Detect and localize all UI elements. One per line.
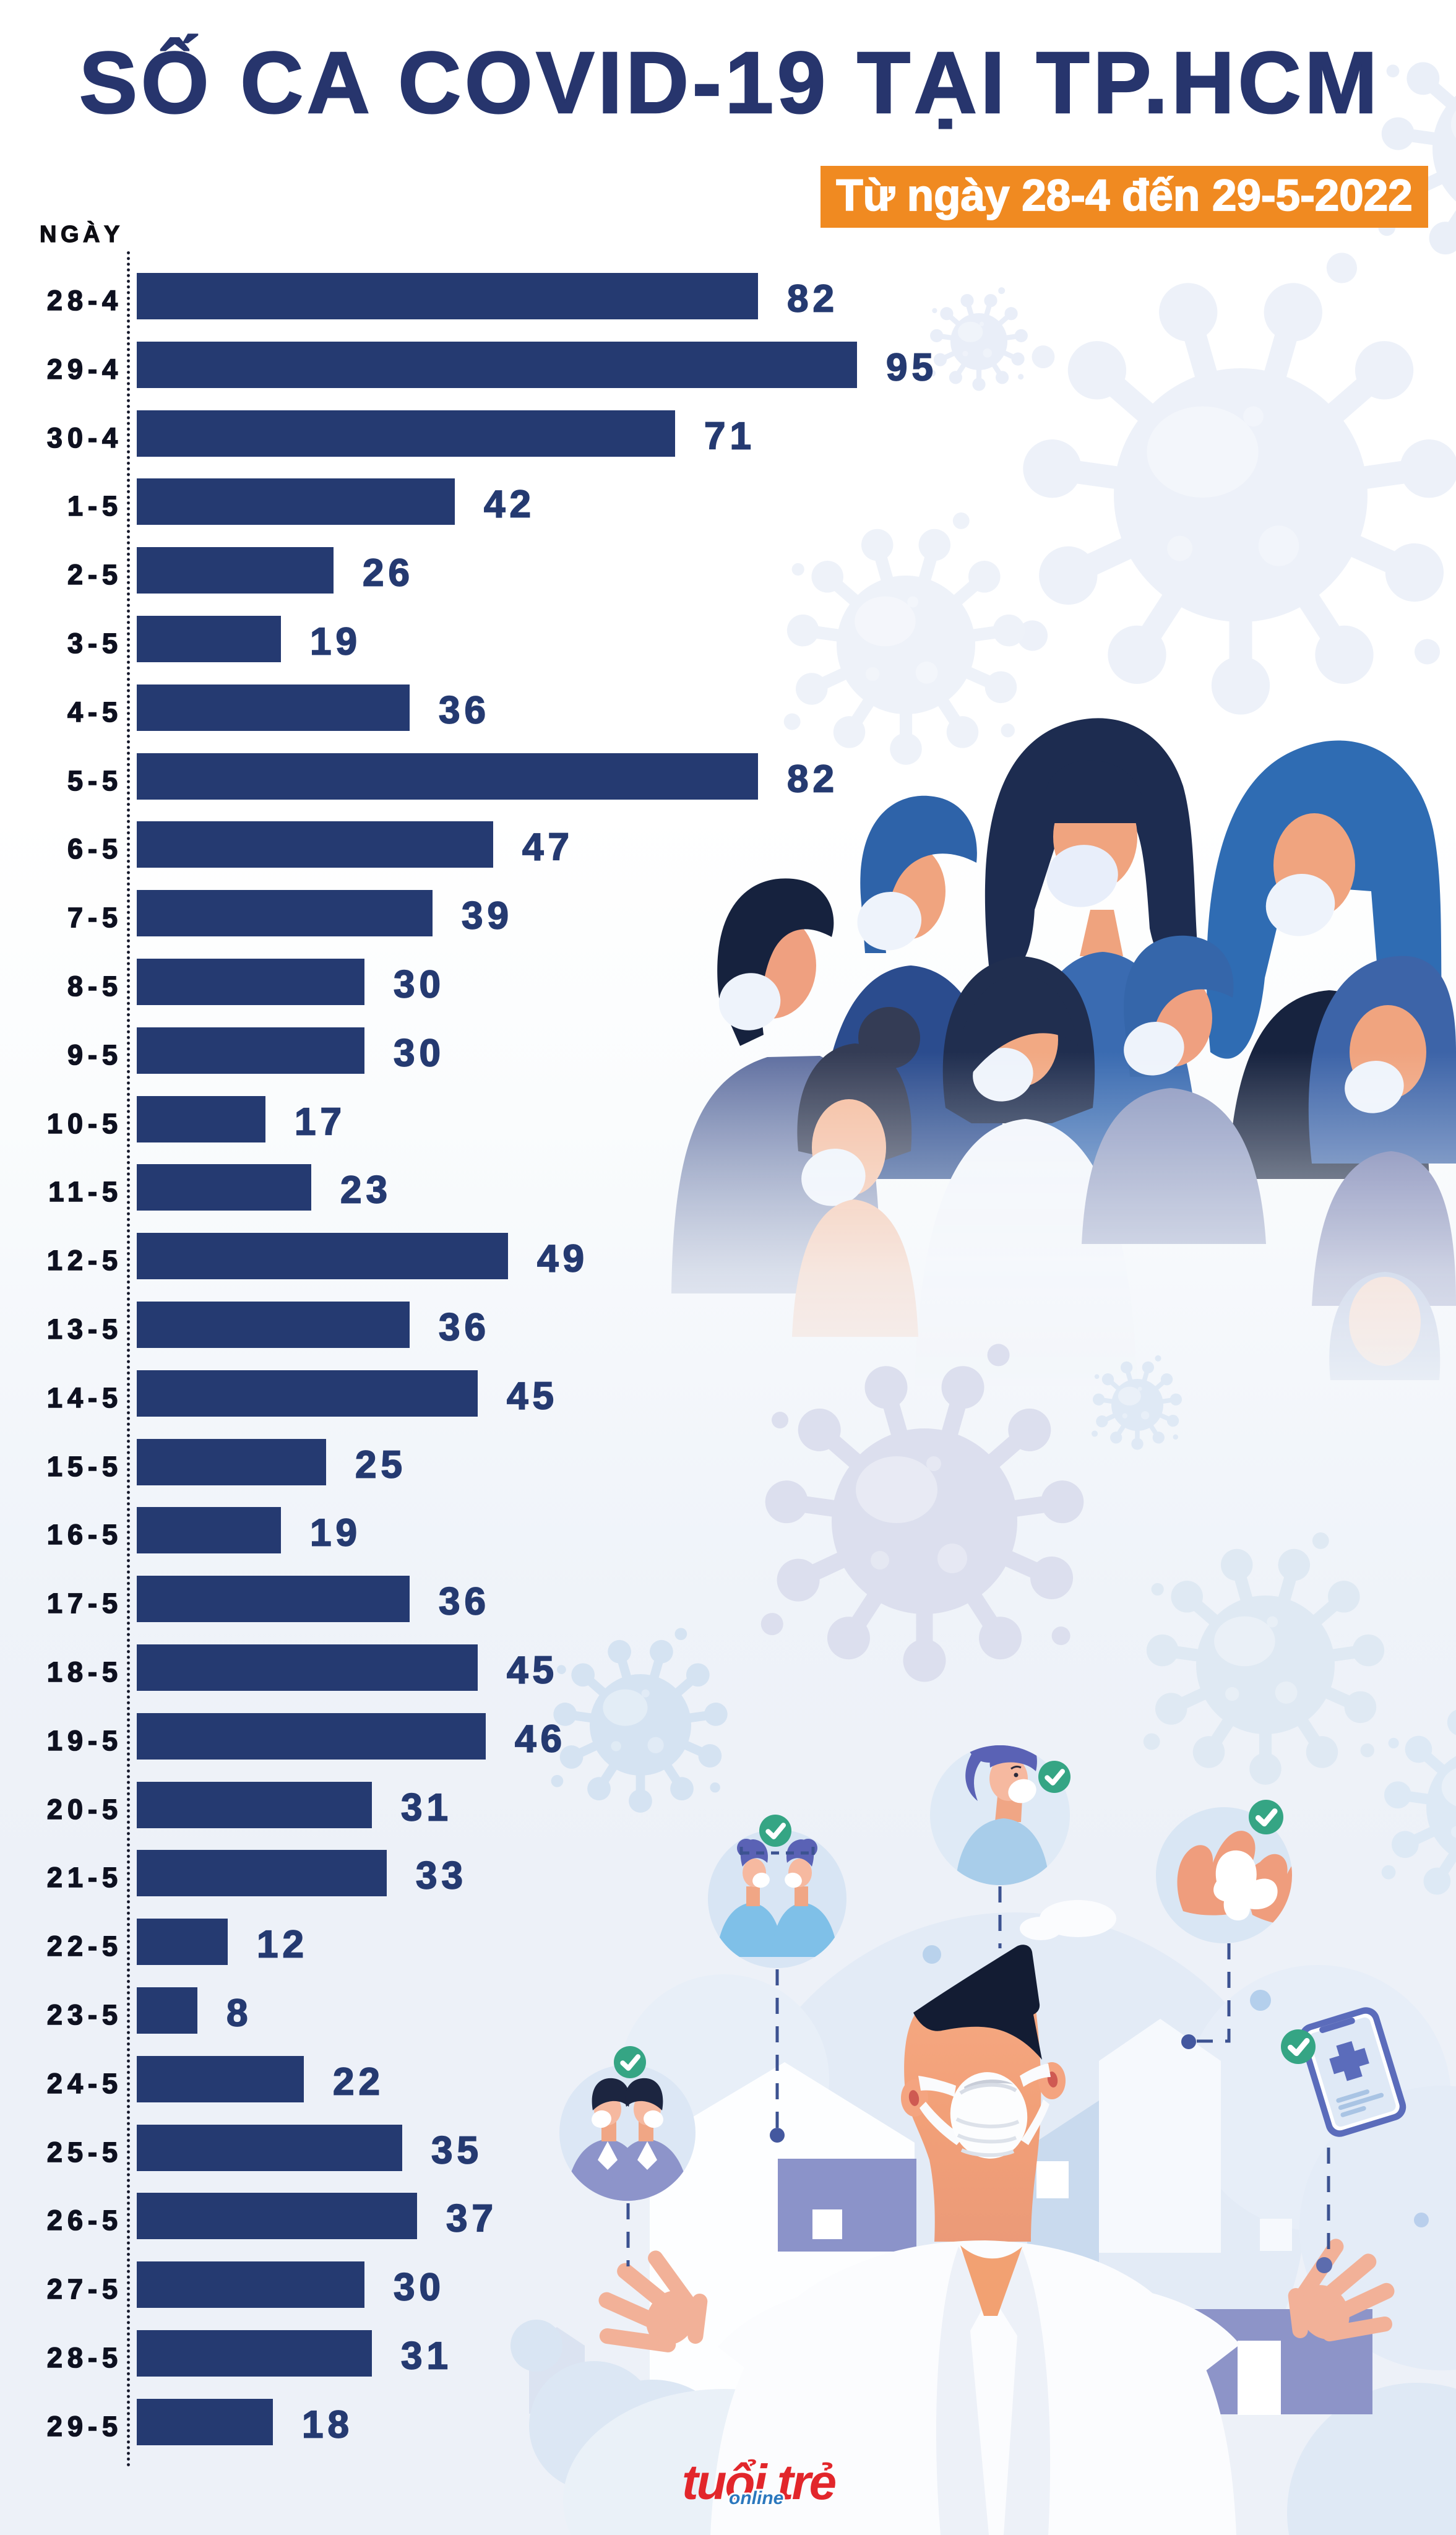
svg-text:online: online: [729, 2488, 783, 2508]
svg-text:tuổi trẻ: tuổi trẻ: [682, 2455, 836, 2510]
